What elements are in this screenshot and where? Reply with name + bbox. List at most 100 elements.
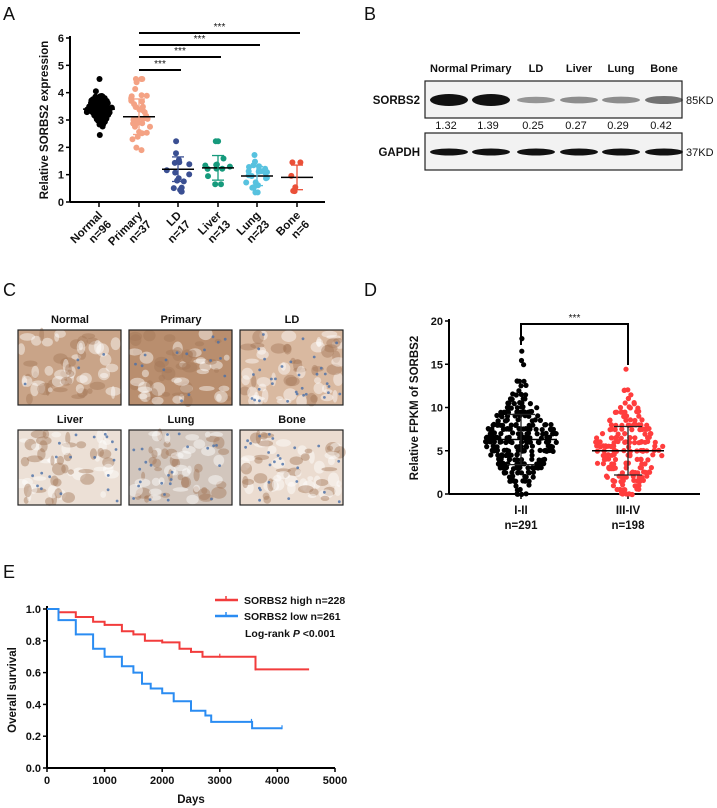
tissue-texture (44, 365, 54, 376)
nucleus (211, 335, 215, 339)
data-point-iii-iv (642, 431, 648, 437)
nucleus (132, 497, 136, 500)
nucleus (294, 390, 298, 394)
data-point-i-ii (495, 452, 501, 458)
image-title: Normal (51, 314, 89, 326)
tissue-texture (87, 388, 93, 394)
data-point-i-ii (510, 391, 516, 397)
data-point-i-ii (495, 418, 501, 424)
tissue-texture (278, 362, 291, 375)
lane-label: LD (529, 63, 544, 75)
tissue-texture (26, 490, 32, 502)
data-point-i-ii (523, 382, 529, 388)
tissue-texture (165, 448, 178, 457)
x-tick-label: III-IV (616, 505, 641, 517)
tissue-texture (306, 392, 317, 407)
tissue-texture (271, 457, 286, 469)
nucleus (209, 359, 213, 362)
nucleus (253, 398, 256, 402)
tissue-texture (263, 495, 272, 504)
tissue-texture (48, 379, 62, 387)
data-point-iii-iv (607, 417, 613, 424)
tissue-texture (103, 463, 114, 475)
y-tick-label: 4 (58, 88, 65, 100)
data-point-iii-iv (625, 395, 632, 402)
data-point-i-ii (531, 465, 537, 471)
x-tick-label: 2000 (150, 775, 174, 787)
tissue-texture (47, 485, 58, 499)
data-point-liver (205, 173, 211, 180)
tissue-texture (310, 341, 326, 353)
data-point-i-ii (498, 431, 504, 437)
data-point-i-ii (527, 409, 533, 415)
nucleus (278, 457, 282, 460)
tissue-texture (308, 450, 315, 464)
nucleus (163, 493, 166, 496)
nucleus (300, 386, 304, 390)
tissue-texture (22, 375, 33, 387)
tissue-texture (293, 359, 303, 372)
tissue-texture (135, 487, 151, 499)
tissue-texture (206, 435, 220, 443)
data-point-i-ii (537, 447, 543, 453)
nucleus (76, 358, 80, 362)
blot-band (430, 148, 468, 156)
tissue-texture (242, 478, 255, 485)
tissue-texture (324, 451, 340, 460)
tissue-texture (154, 467, 163, 472)
y-tick-label: 0.2 (26, 731, 41, 743)
data-point-primary (143, 129, 150, 136)
tissue-texture (78, 342, 83, 351)
data-point-iii-iv (608, 422, 615, 428)
tissue-texture (52, 478, 62, 487)
tissue-texture (103, 461, 114, 470)
tissue-texture (254, 457, 263, 464)
tissue-texture (201, 487, 208, 494)
x-tick-label: 1000 (92, 775, 116, 787)
e-x-axis-label: Days (177, 794, 205, 806)
tissue-texture (89, 381, 106, 390)
y-tick-label: 5 (58, 60, 64, 72)
nucleus (168, 482, 172, 486)
tissue-texture (334, 484, 342, 496)
data-point-liver (220, 155, 227, 162)
data-point-i-ii (491, 447, 497, 453)
tissue-texture (315, 479, 329, 486)
tissue-texture (31, 443, 42, 451)
data-point-iii-iv (631, 401, 637, 407)
data-point-i-ii (534, 431, 540, 437)
data-point-iii-iv (630, 469, 636, 475)
data-point-primary (138, 76, 145, 82)
data-point-lung (262, 165, 269, 172)
nucleus (304, 392, 308, 396)
nucleus (103, 432, 107, 436)
data-point-bone (290, 187, 297, 194)
data-point-i-ii (519, 348, 525, 354)
tissue-texture (209, 360, 223, 370)
image-border (17, 429, 122, 506)
survival-curve-high (47, 608, 310, 671)
nucleus (186, 445, 190, 449)
data-point-i-ii (522, 473, 528, 479)
tissue-texture (130, 377, 145, 387)
data-point-iii-iv (644, 422, 650, 428)
ihc-image-liver (13, 426, 122, 506)
image-title: Primary (161, 314, 203, 326)
nucleus (276, 454, 280, 457)
image-border (128, 329, 233, 406)
data-point-primary (143, 92, 150, 99)
tissue-texture (242, 475, 249, 489)
nucleus (169, 478, 173, 481)
tissue-texture (188, 349, 197, 359)
nucleus (267, 480, 271, 484)
data-point-iii-iv (622, 400, 628, 406)
tissue-texture (198, 493, 214, 502)
tissue-texture (240, 462, 252, 475)
tissue-texture (245, 358, 259, 364)
legend-label: SORBS2 high n=228 (244, 595, 345, 607)
nucleus (258, 399, 261, 403)
tissue-texture (47, 387, 53, 393)
nucleus (115, 499, 119, 503)
tissue-texture (179, 381, 193, 395)
data-point-iii-iv (613, 435, 619, 441)
